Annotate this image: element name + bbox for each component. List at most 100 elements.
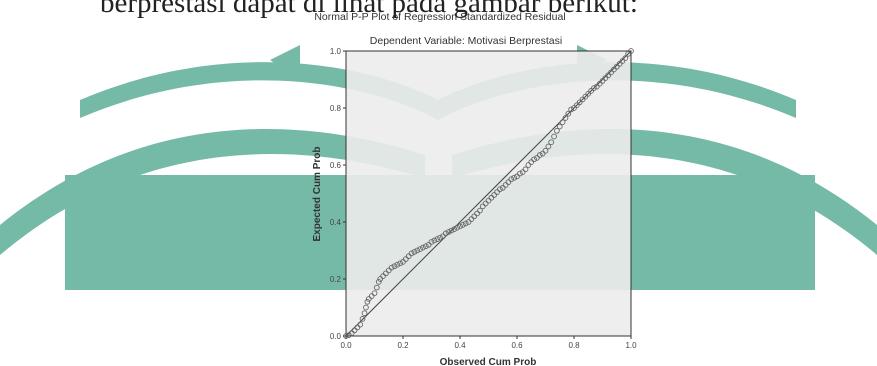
data-point <box>539 150 546 157</box>
x-tick-label: 0.8 <box>568 341 580 350</box>
data-point <box>365 296 372 302</box>
data-point <box>562 115 569 121</box>
data-point <box>628 48 634 54</box>
data-point <box>375 279 382 285</box>
y-axis-label: Expected Cum Prob <box>312 146 323 241</box>
data-point <box>545 143 552 150</box>
data-point <box>608 69 614 76</box>
data-point <box>434 236 441 242</box>
data-point <box>359 316 366 322</box>
data-point <box>422 243 429 250</box>
data-point <box>351 327 358 334</box>
data-point <box>534 155 540 161</box>
document-text-line: berprestasi dapat di lihat pada gambar b… <box>100 0 638 19</box>
data-point <box>556 123 563 130</box>
x-tick-label: 1.0 <box>625 341 637 350</box>
data-point <box>451 226 458 232</box>
data-point <box>462 220 469 227</box>
data-point <box>405 253 412 260</box>
data-point <box>403 256 409 262</box>
data-point <box>596 80 603 87</box>
data-point <box>380 273 386 280</box>
data-point <box>585 90 592 97</box>
data-point <box>571 105 577 111</box>
x-tick-label: 0.2 <box>397 341 409 350</box>
data-point <box>508 176 515 183</box>
data-point <box>491 192 498 198</box>
data-point <box>400 259 406 265</box>
y-tick-label: 0.0 <box>330 332 342 341</box>
chart-subtitle: Dependent Variable: Motivasi Berprestasi <box>370 35 562 47</box>
data-point <box>499 184 506 191</box>
data-point <box>531 156 537 163</box>
y-tick-label: 0.2 <box>330 275 342 284</box>
data-point <box>373 284 380 291</box>
data-point <box>348 330 355 337</box>
data-point <box>591 85 597 91</box>
data-point <box>551 133 557 140</box>
data-point <box>525 162 532 168</box>
data-point <box>397 260 404 267</box>
chart-title: Normal P-P Plot of Regression Standardiz… <box>314 11 565 23</box>
x-axis-label: Observed Cum Prob <box>440 357 537 366</box>
data-point <box>414 247 421 254</box>
data-point <box>625 50 632 57</box>
data-point <box>505 179 512 185</box>
data-point <box>568 106 575 113</box>
data-point <box>468 216 475 223</box>
y-tick-label: 0.8 <box>330 104 342 113</box>
x-tick-label: 0.4 <box>454 341 466 350</box>
data-point <box>488 194 495 201</box>
data-point <box>377 276 384 282</box>
data-point <box>579 96 586 103</box>
data-point <box>425 241 432 248</box>
data-point <box>485 197 492 204</box>
data-point <box>522 166 529 173</box>
data-point <box>582 93 589 100</box>
data-point <box>588 88 594 94</box>
data-point <box>368 293 375 299</box>
data-point <box>599 78 606 84</box>
data-point <box>442 230 449 237</box>
data-point <box>536 152 543 158</box>
data-point <box>420 244 426 251</box>
data-point <box>440 233 446 240</box>
axis-ticks: 0.0 0.2 0.4 0.6 0.8 1.0 0.0 0.2 0.4 0.6 0.8 1.0 <box>330 47 637 350</box>
data-point <box>611 66 617 73</box>
data-point <box>371 290 378 297</box>
data-point <box>605 72 612 79</box>
data-point <box>428 239 435 245</box>
data-point <box>471 213 478 220</box>
data-point <box>519 169 526 175</box>
data-point <box>465 219 472 225</box>
data-point <box>602 75 609 81</box>
data-point <box>619 58 626 64</box>
x-tick-label: 0.6 <box>511 341 523 350</box>
data-point <box>431 237 438 244</box>
data-point <box>408 250 415 257</box>
data-point <box>363 304 369 311</box>
data-point <box>573 102 580 109</box>
data-point <box>354 324 361 331</box>
data-point <box>383 270 389 277</box>
data-point <box>454 224 461 231</box>
data-point <box>593 83 600 90</box>
data-point <box>391 263 398 270</box>
data-point <box>565 110 572 117</box>
data-point <box>548 139 555 146</box>
data-point <box>411 249 418 255</box>
data-point <box>554 127 560 134</box>
data-point <box>417 246 423 252</box>
data-point <box>497 186 503 193</box>
data-point <box>460 222 466 228</box>
data-point <box>559 119 566 126</box>
y-tick-label: 0.6 <box>330 161 342 170</box>
data-point <box>542 147 549 154</box>
data-point <box>457 223 463 230</box>
data-point <box>516 170 523 177</box>
data-point <box>437 234 443 241</box>
data-point <box>616 60 623 67</box>
data-point <box>477 207 483 214</box>
y-tick-label: 1.0 <box>330 47 342 56</box>
